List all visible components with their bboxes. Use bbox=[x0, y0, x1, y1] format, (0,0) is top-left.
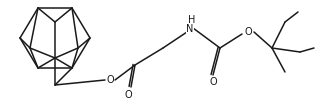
Text: O: O bbox=[106, 75, 114, 85]
Text: O: O bbox=[244, 27, 252, 37]
Text: O: O bbox=[124, 90, 132, 100]
Text: N: N bbox=[186, 24, 194, 34]
Text: O: O bbox=[209, 77, 217, 87]
Text: H: H bbox=[188, 15, 196, 25]
